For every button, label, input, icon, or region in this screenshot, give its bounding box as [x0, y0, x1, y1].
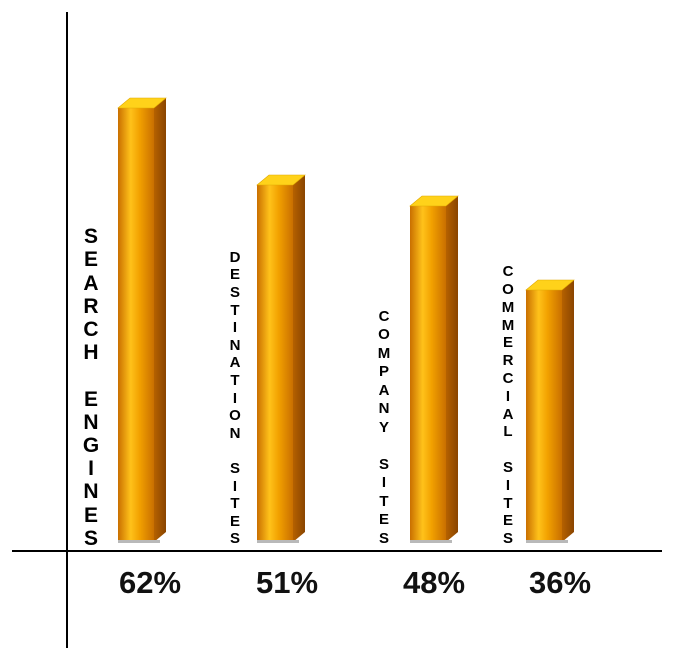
bar-side [154, 98, 166, 542]
bar-top [409, 195, 459, 207]
bar-base-shadow [257, 540, 299, 543]
bar-front [410, 206, 446, 542]
bar-top [117, 97, 167, 109]
bar-base-shadow [410, 540, 452, 543]
value-label-company-sites: 48% [402, 565, 466, 600]
bar-side [293, 175, 305, 542]
bar-top [525, 279, 575, 291]
value-label-search-engines: 62% [118, 565, 182, 600]
bar-front [118, 108, 154, 542]
bar-front [257, 185, 293, 542]
bar-base-shadow [118, 540, 160, 543]
value-label-destination-sites: 51% [255, 565, 319, 600]
bar-side [562, 280, 574, 542]
bar-base-shadow [526, 540, 568, 543]
bar-destination-sites [256, 174, 306, 543]
bar-top [256, 174, 306, 186]
bar-side [446, 196, 458, 542]
bars-group [117, 97, 575, 543]
bar-front [526, 290, 562, 542]
bar-search-engines [117, 97, 167, 543]
bar-company-sites [409, 195, 459, 543]
value-label-commercial-sites: 36% [528, 565, 592, 600]
bar-commercial-sites [525, 279, 575, 543]
